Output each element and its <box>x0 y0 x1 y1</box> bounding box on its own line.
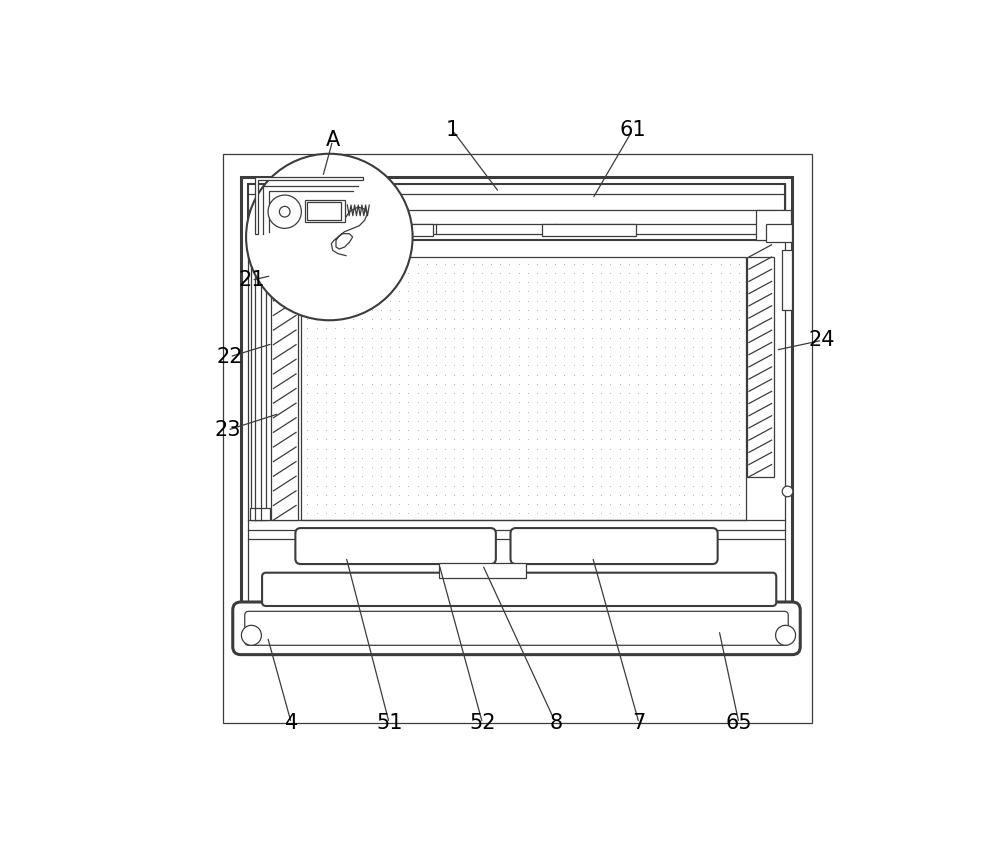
Bar <box>250 508 270 520</box>
Text: 24: 24 <box>809 330 835 350</box>
Bar <box>379 224 433 235</box>
Bar <box>241 177 792 653</box>
Text: 21: 21 <box>238 270 265 291</box>
Circle shape <box>268 195 301 228</box>
Bar <box>782 250 792 311</box>
FancyBboxPatch shape <box>245 612 788 645</box>
FancyBboxPatch shape <box>511 528 718 564</box>
Bar <box>223 154 812 723</box>
Text: 7: 7 <box>632 714 646 734</box>
Circle shape <box>241 625 261 645</box>
Bar <box>305 201 345 221</box>
Text: 22: 22 <box>216 347 243 367</box>
Circle shape <box>246 154 413 320</box>
Bar <box>747 257 774 477</box>
Text: A: A <box>326 131 340 151</box>
Text: 4: 4 <box>285 714 298 734</box>
Bar <box>756 210 791 240</box>
Bar <box>766 224 792 242</box>
Text: 1: 1 <box>446 120 459 140</box>
Circle shape <box>782 486 793 497</box>
Circle shape <box>279 207 290 217</box>
Text: 61: 61 <box>619 120 646 140</box>
Polygon shape <box>255 177 363 234</box>
FancyBboxPatch shape <box>233 602 800 655</box>
Bar <box>248 183 785 647</box>
Text: 51: 51 <box>376 714 403 734</box>
Bar <box>248 183 785 240</box>
Text: 52: 52 <box>469 714 496 734</box>
FancyBboxPatch shape <box>295 528 496 564</box>
Circle shape <box>776 625 796 645</box>
Text: 65: 65 <box>726 714 752 734</box>
Text: 23: 23 <box>214 420 241 440</box>
Bar <box>439 563 526 578</box>
Bar <box>271 257 298 520</box>
Bar <box>251 257 266 520</box>
FancyBboxPatch shape <box>262 573 776 606</box>
Text: 8: 8 <box>549 714 562 734</box>
Bar <box>301 257 746 520</box>
Bar <box>542 224 636 235</box>
Bar <box>307 202 341 220</box>
